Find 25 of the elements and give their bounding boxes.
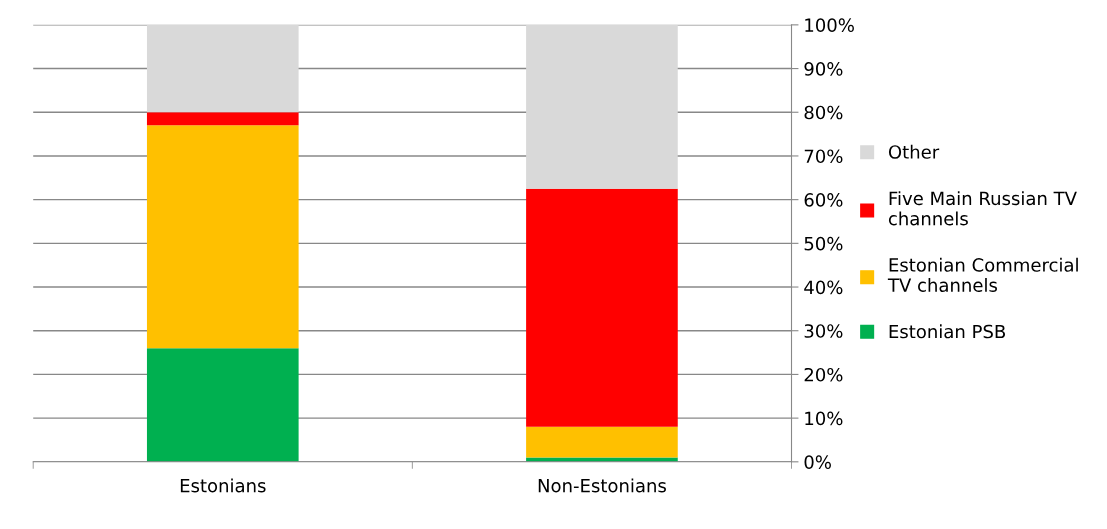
y-tick-label: 50% [804, 236, 843, 251]
y-tick-label: 70% [804, 149, 843, 164]
y-tick-label: 40% [804, 280, 843, 295]
legend-label: Estonian Commercial TV channels [887, 257, 1078, 292]
x-tick-label: Non-Estonians [538, 478, 666, 493]
y-tick-label: 0% [804, 455, 831, 469]
y-tick-label: 10% [805, 411, 843, 426]
bar [526, 188, 678, 427]
bar [146, 24, 299, 113]
legend-label: Estonian PSB [889, 324, 1006, 339]
y-tick-label: 90% [804, 62, 843, 76]
bar [146, 112, 299, 126]
y-tick-label: 100% [805, 18, 854, 32]
bar [526, 457, 678, 462]
y-tick-label: 20% [804, 367, 843, 382]
bar [146, 125, 299, 349]
bar [526, 426, 678, 458]
legend-label: Other [888, 144, 940, 159]
y-tick-label: 80% [804, 105, 843, 120]
y-tick-label: 60% [804, 193, 843, 207]
x-tick-label: Estonians [180, 478, 266, 493]
bar [146, 348, 299, 462]
bar [526, 24, 678, 189]
y-tick-label: 30% [804, 324, 843, 338]
legend-label: Five Main Russian TV channels [888, 191, 1077, 226]
